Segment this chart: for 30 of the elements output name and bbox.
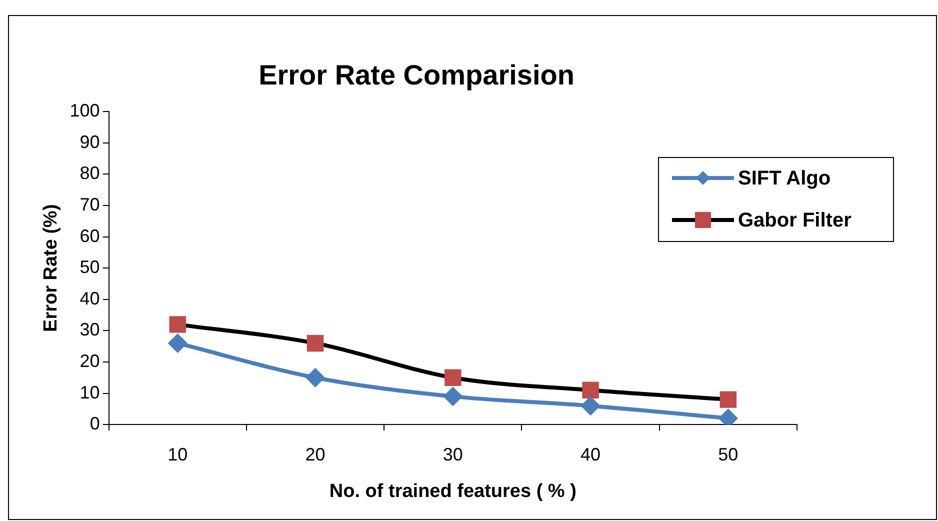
y-tick-label: 10 (80, 382, 100, 402)
point (582, 396, 600, 415)
point (582, 382, 599, 399)
x-tick-label: 20 (305, 444, 326, 464)
y-tick-label: 20 (80, 350, 100, 371)
point (306, 368, 324, 387)
point (720, 391, 737, 408)
point (444, 369, 462, 386)
x-tick-label: 50 (718, 444, 738, 464)
y-tick-label: 80 (80, 163, 100, 184)
y-tick-label: 0 (90, 414, 100, 434)
y-tick-label: 30 (80, 320, 100, 340)
legend-label: Gabor Filter (738, 210, 852, 232)
point (168, 334, 187, 352)
x-tick-label: 30 (442, 444, 463, 464)
point (169, 316, 186, 333)
point (444, 387, 462, 406)
y-tick-label: 90 (80, 132, 100, 152)
y-tick-label: 60 (80, 226, 100, 246)
y-tick-label: 50 (80, 257, 100, 278)
y-axis-title: Error Rate (%) (40, 204, 62, 332)
y-tick-label: 100 (70, 100, 100, 121)
y-tick-label: 40 (80, 288, 100, 308)
x-tick-label: 10 (168, 444, 188, 464)
x-tick-label: 40 (580, 444, 601, 464)
y-tick-label: 70 (80, 194, 100, 214)
point (306, 334, 324, 352)
chart-title: Error Rate Comparision (258, 60, 574, 91)
legend-label: SIFT Algo (738, 168, 831, 190)
x-axis-title: No. of trained features ( % ) (329, 480, 576, 502)
